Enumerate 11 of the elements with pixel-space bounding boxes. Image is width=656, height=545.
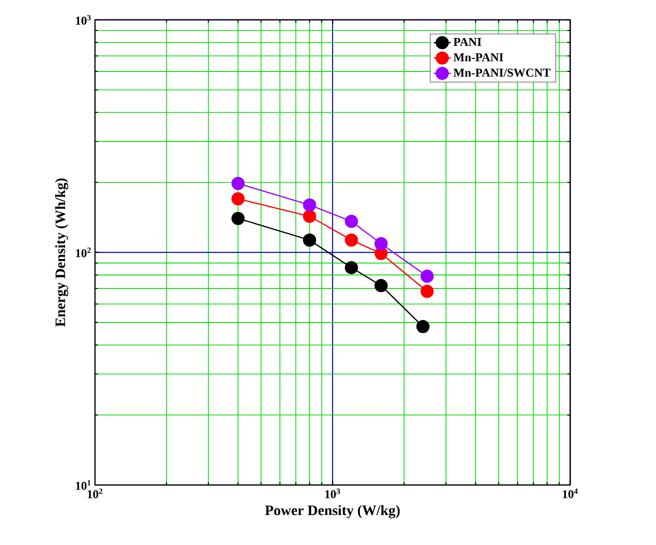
y-tick-label: 10$^{1}$ bbox=[76, 480, 91, 490]
y-axis-title: Energy Density (Wh/kg) bbox=[55, 178, 68, 327]
y-tick-label: 10$^{3}$ bbox=[76, 14, 91, 25]
legend-label: PANI bbox=[454, 38, 482, 46]
x-axis-title: Power Density (W/kg) bbox=[265, 505, 400, 518]
legend-label: Mn-PANI/SWCNT bbox=[454, 68, 551, 77]
legend-label: Mn-PANI bbox=[454, 53, 504, 62]
x-tick-label: 10$^{4}$ bbox=[562, 488, 578, 498]
y-tick-label: 10$^{2}$ bbox=[76, 248, 91, 258]
x-tick-label: 10$^{2}$ bbox=[88, 488, 102, 498]
x-tick-label: 10$^{3}$ bbox=[325, 488, 340, 498]
